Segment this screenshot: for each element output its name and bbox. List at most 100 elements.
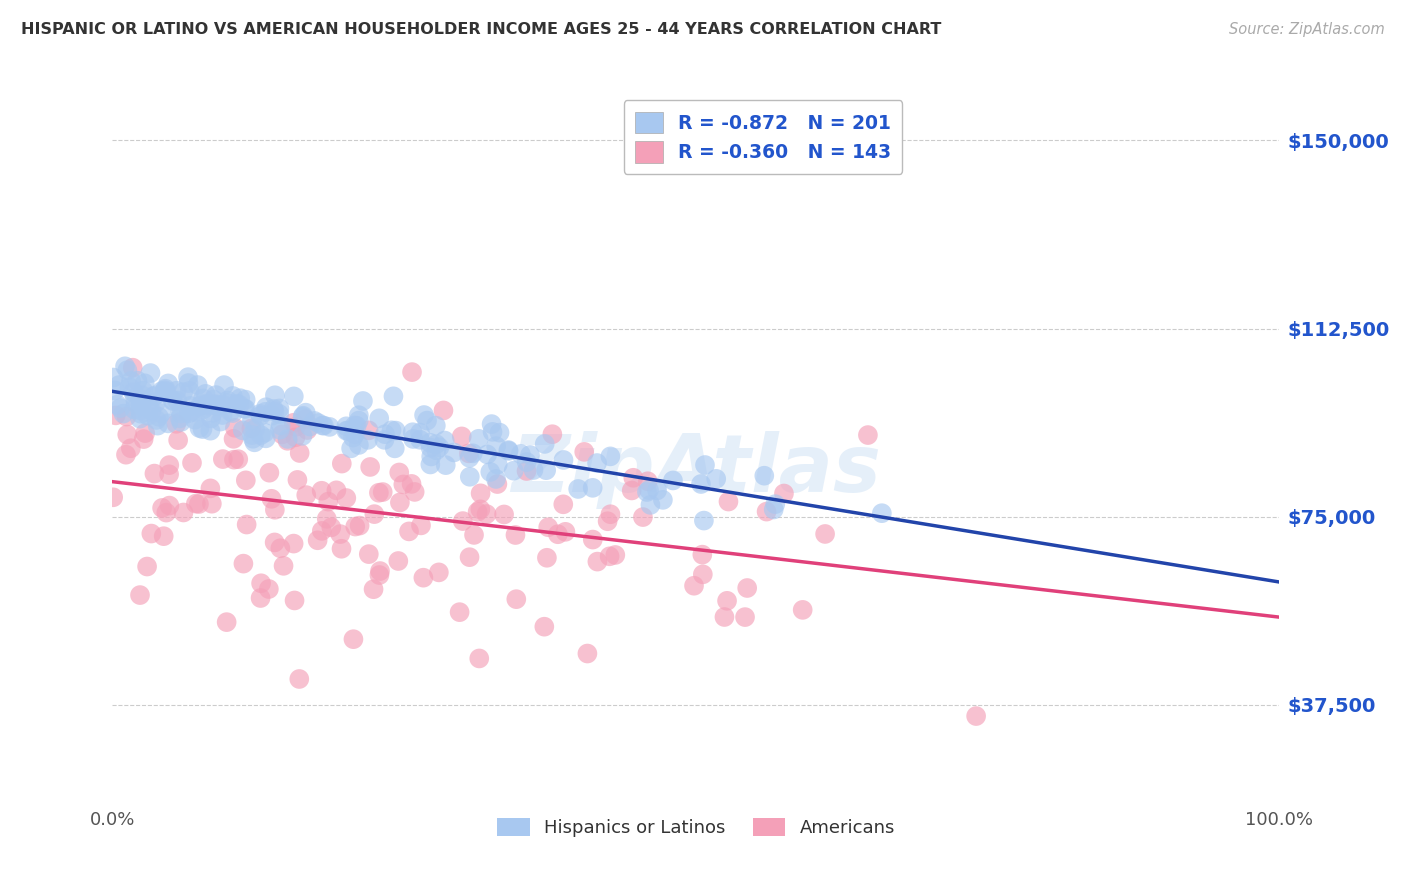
Text: ZipAtlas: ZipAtlas: [510, 432, 882, 509]
Point: [316, 494, 339, 508]
Point: [342, 431, 364, 445]
Point: [157, 467, 180, 482]
Point: [505, 528, 527, 542]
Point: [870, 506, 893, 520]
Point: [254, 431, 277, 445]
Point: [191, 422, 214, 436]
Point: [413, 408, 436, 422]
Point: [368, 411, 391, 425]
Point: [363, 582, 385, 597]
Point: [477, 447, 499, 461]
Point: [204, 398, 226, 412]
Point: [346, 418, 368, 433]
Point: [537, 520, 560, 534]
Point: [693, 514, 716, 528]
Point: [330, 457, 353, 471]
Point: [368, 568, 391, 582]
Point: [263, 535, 285, 549]
Point: [222, 389, 245, 403]
Point: [283, 416, 305, 430]
Point: [409, 433, 432, 447]
Point: [235, 517, 257, 532]
Point: [209, 415, 232, 429]
Point: [401, 476, 423, 491]
Point: [470, 486, 492, 500]
Point: [222, 452, 245, 467]
Point: [240, 428, 263, 442]
Point: [409, 425, 432, 440]
Point: [277, 432, 299, 446]
Point: [233, 401, 256, 416]
Point: [155, 382, 177, 396]
Point: [582, 481, 605, 495]
Point: [398, 524, 420, 539]
Point: [318, 420, 340, 434]
Point: [429, 441, 451, 455]
Point: [131, 388, 153, 402]
Point: [269, 407, 291, 421]
Point: [515, 464, 537, 478]
Point: [311, 483, 333, 498]
Point: [401, 365, 423, 379]
Point: [384, 424, 406, 438]
Point: [157, 376, 180, 391]
Point: [277, 434, 299, 448]
Point: [152, 529, 174, 543]
Point: [124, 391, 146, 405]
Point: [150, 406, 173, 420]
Point: [172, 506, 194, 520]
Point: [533, 437, 555, 451]
Point: [402, 432, 425, 446]
Point: [226, 452, 249, 467]
Point: [115, 409, 138, 424]
Point: [640, 498, 662, 512]
Point: [270, 418, 292, 433]
Point: [347, 438, 370, 452]
Point: [330, 541, 353, 556]
Point: [141, 403, 163, 417]
Point: [155, 506, 177, 520]
Point: [263, 401, 285, 416]
Point: [211, 452, 233, 467]
Point: [115, 427, 138, 442]
Point: [200, 411, 222, 425]
Point: [120, 442, 142, 456]
Point: [773, 486, 796, 500]
Point: [335, 424, 357, 438]
Point: [177, 376, 200, 390]
Point: [200, 481, 222, 495]
Point: [205, 388, 228, 402]
Point: [283, 389, 305, 403]
Point: [425, 437, 447, 451]
Point: [162, 393, 184, 408]
Point: [184, 497, 207, 511]
Point: [481, 425, 503, 439]
Point: [157, 499, 180, 513]
Point: [321, 520, 343, 534]
Point: [153, 383, 176, 397]
Point: [335, 491, 357, 505]
Point: [228, 398, 250, 412]
Point: [150, 500, 173, 515]
Point: [716, 594, 738, 608]
Point: [307, 533, 329, 548]
Point: [188, 421, 211, 435]
Point: [567, 482, 589, 496]
Point: [297, 423, 319, 437]
Point: [574, 445, 596, 459]
Point: [284, 419, 307, 434]
Point: [357, 547, 380, 561]
Point: [129, 403, 152, 417]
Point: [169, 403, 191, 417]
Point: [419, 435, 441, 450]
Point: [814, 527, 837, 541]
Point: [229, 391, 252, 405]
Point: [184, 413, 207, 427]
Point: [693, 458, 716, 472]
Point: [271, 427, 294, 442]
Point: [170, 415, 193, 429]
Point: [122, 385, 145, 400]
Point: [554, 524, 576, 539]
Point: [283, 536, 305, 550]
Point: [254, 401, 277, 415]
